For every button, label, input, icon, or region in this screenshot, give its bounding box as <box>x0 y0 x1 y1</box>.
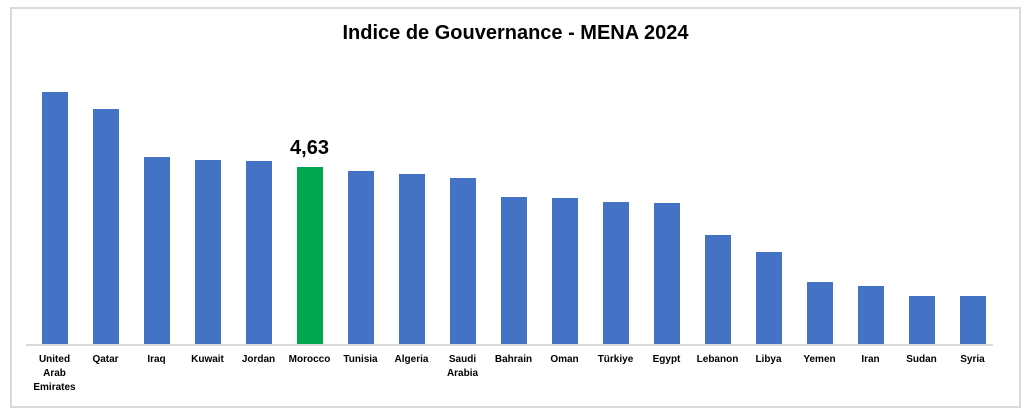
bar-slot-united-arab-emirates <box>29 75 80 346</box>
bar-yemen <box>806 282 833 346</box>
chart-frame: Indice de Gouvernance - MENA 2024 4,63 U… <box>10 7 1021 408</box>
bar-lebanon <box>704 235 731 346</box>
bar-slot-morocco: 4,63 <box>284 75 335 346</box>
bar-slot-lebanon <box>692 75 743 346</box>
bar-morocco <box>296 167 323 346</box>
bar-slot-qatar <box>80 75 131 346</box>
category-label-jordan: Jordan <box>241 354 276 365</box>
bars-row: 4,63 <box>29 75 998 346</box>
data-label-morocco: 4,63 <box>290 137 329 159</box>
bar-sudan <box>908 296 935 346</box>
bar-slot-bahrain <box>488 75 539 346</box>
bar-slot-kuwait <box>182 75 233 346</box>
category-labels-row: United Arab Emirates Qatar Iraq Kuwait Jorda… <box>29 353 998 395</box>
bar-slot-iraq <box>131 75 182 346</box>
bar-slot-turkiye <box>590 75 641 346</box>
category-label-qatar: Qatar <box>92 354 119 365</box>
bar-egypt <box>653 203 680 346</box>
category-label-saudi-arabia: Saudi Arabia <box>446 354 479 379</box>
bar-slot-jordan <box>233 75 284 346</box>
bar-syria <box>959 296 986 346</box>
category-label-libya: Libya <box>755 354 782 365</box>
bar-saudi-arabia <box>449 178 476 346</box>
bar-kuwait <box>194 160 221 346</box>
bar-tunisia <box>347 171 374 346</box>
bar-slot-algeria <box>386 75 437 346</box>
bar-slot-yemen <box>794 75 845 346</box>
bar-jordan <box>245 161 272 346</box>
category-label-iraq: Iraq <box>147 354 166 365</box>
category-label-yemen: Yemen <box>803 354 836 365</box>
bar-turkiye <box>602 202 629 346</box>
bar-slot-oman <box>539 75 590 346</box>
x-axis-line <box>26 344 993 346</box>
category-label-morocco: Morocco <box>288 354 331 365</box>
bar-slot-libya <box>743 75 794 346</box>
bar-slot-syria <box>947 75 998 346</box>
category-label-syria: Syria <box>960 354 985 365</box>
category-label-bahrain: Bahrain <box>494 354 533 365</box>
bar-iran <box>857 286 884 346</box>
bar-algeria <box>398 174 425 346</box>
category-label-united-arab-emirates: United Arab Emirates <box>33 354 76 393</box>
bar-bahrain <box>500 197 527 346</box>
bar-libya <box>755 252 782 346</box>
bar-slot-sudan <box>896 75 947 346</box>
category-label-iran: Iran <box>861 354 880 365</box>
category-label-lebanon: Lebanon <box>696 354 739 365</box>
chart-title: Indice de Gouvernance - MENA 2024 <box>342 22 689 44</box>
category-label-tunisia: Tunisia <box>343 354 378 365</box>
bar-iraq <box>143 157 170 346</box>
bar-united-arab-emirates <box>41 92 68 346</box>
bar-oman <box>551 198 578 346</box>
category-label-egypt: Egypt <box>652 354 681 365</box>
category-label-kuwait: Kuwait <box>191 354 224 365</box>
category-label-oman: Oman <box>550 354 579 365</box>
category-label-sudan: Sudan <box>906 354 937 365</box>
bar-slot-iran <box>845 75 896 346</box>
bar-slot-tunisia <box>335 75 386 346</box>
bar-qatar <box>92 109 119 346</box>
bar-slot-egypt <box>641 75 692 346</box>
category-label-turkiye: Türkiye <box>597 354 634 365</box>
category-label-algeria: Algeria <box>394 354 429 365</box>
bar-slot-saudi-arabia <box>437 75 488 346</box>
